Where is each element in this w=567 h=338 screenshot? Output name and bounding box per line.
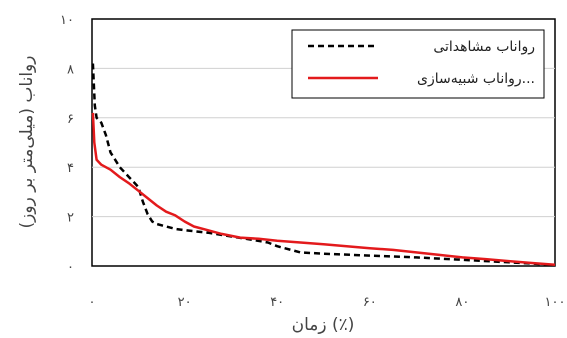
series-simulated-line: [91, 112, 556, 267]
y-tick-label: ۶: [67, 112, 74, 127]
series-lines: [91, 63, 556, 267]
y-tick-label: ۱۰: [60, 13, 74, 28]
legend-label-observed: رواناب مشاهداتی: [433, 39, 535, 55]
x-tick-labels: ۰ ۲۰ ۴۰ ۶۰ ۸۰ ۱۰۰: [89, 295, 566, 310]
x-axis-title: زمان (٪): [292, 315, 355, 335]
legend-box: [291, 29, 545, 99]
series-observed-line: [91, 63, 556, 267]
x-tick-label: ۱۰۰: [545, 295, 566, 310]
y-tick-label: ۲: [67, 211, 74, 226]
y-axis-title: رواناب (میلی‌متر بر روز): [17, 56, 37, 229]
x-tick-label: ۸۰: [455, 295, 469, 310]
x-tick-label: ۰: [89, 295, 96, 310]
y-tick-label: ۴: [67, 161, 74, 176]
y-tick-label: ۰: [67, 260, 74, 275]
legend: رواناب مشاهداتی رواناب شبیه‌سازی...: [291, 29, 545, 99]
y-tick-label: ۸: [67, 62, 74, 77]
x-tick-label: ۴۰: [270, 295, 284, 310]
x-tick-label: ۲۰: [178, 295, 192, 310]
legend-label-simulated: رواناب شبیه‌سازی...: [417, 71, 535, 87]
x-tick-label: ۶۰: [363, 295, 377, 310]
y-tick-labels: ۰ ۲ ۴ ۶ ۸ ۱۰: [60, 13, 74, 275]
